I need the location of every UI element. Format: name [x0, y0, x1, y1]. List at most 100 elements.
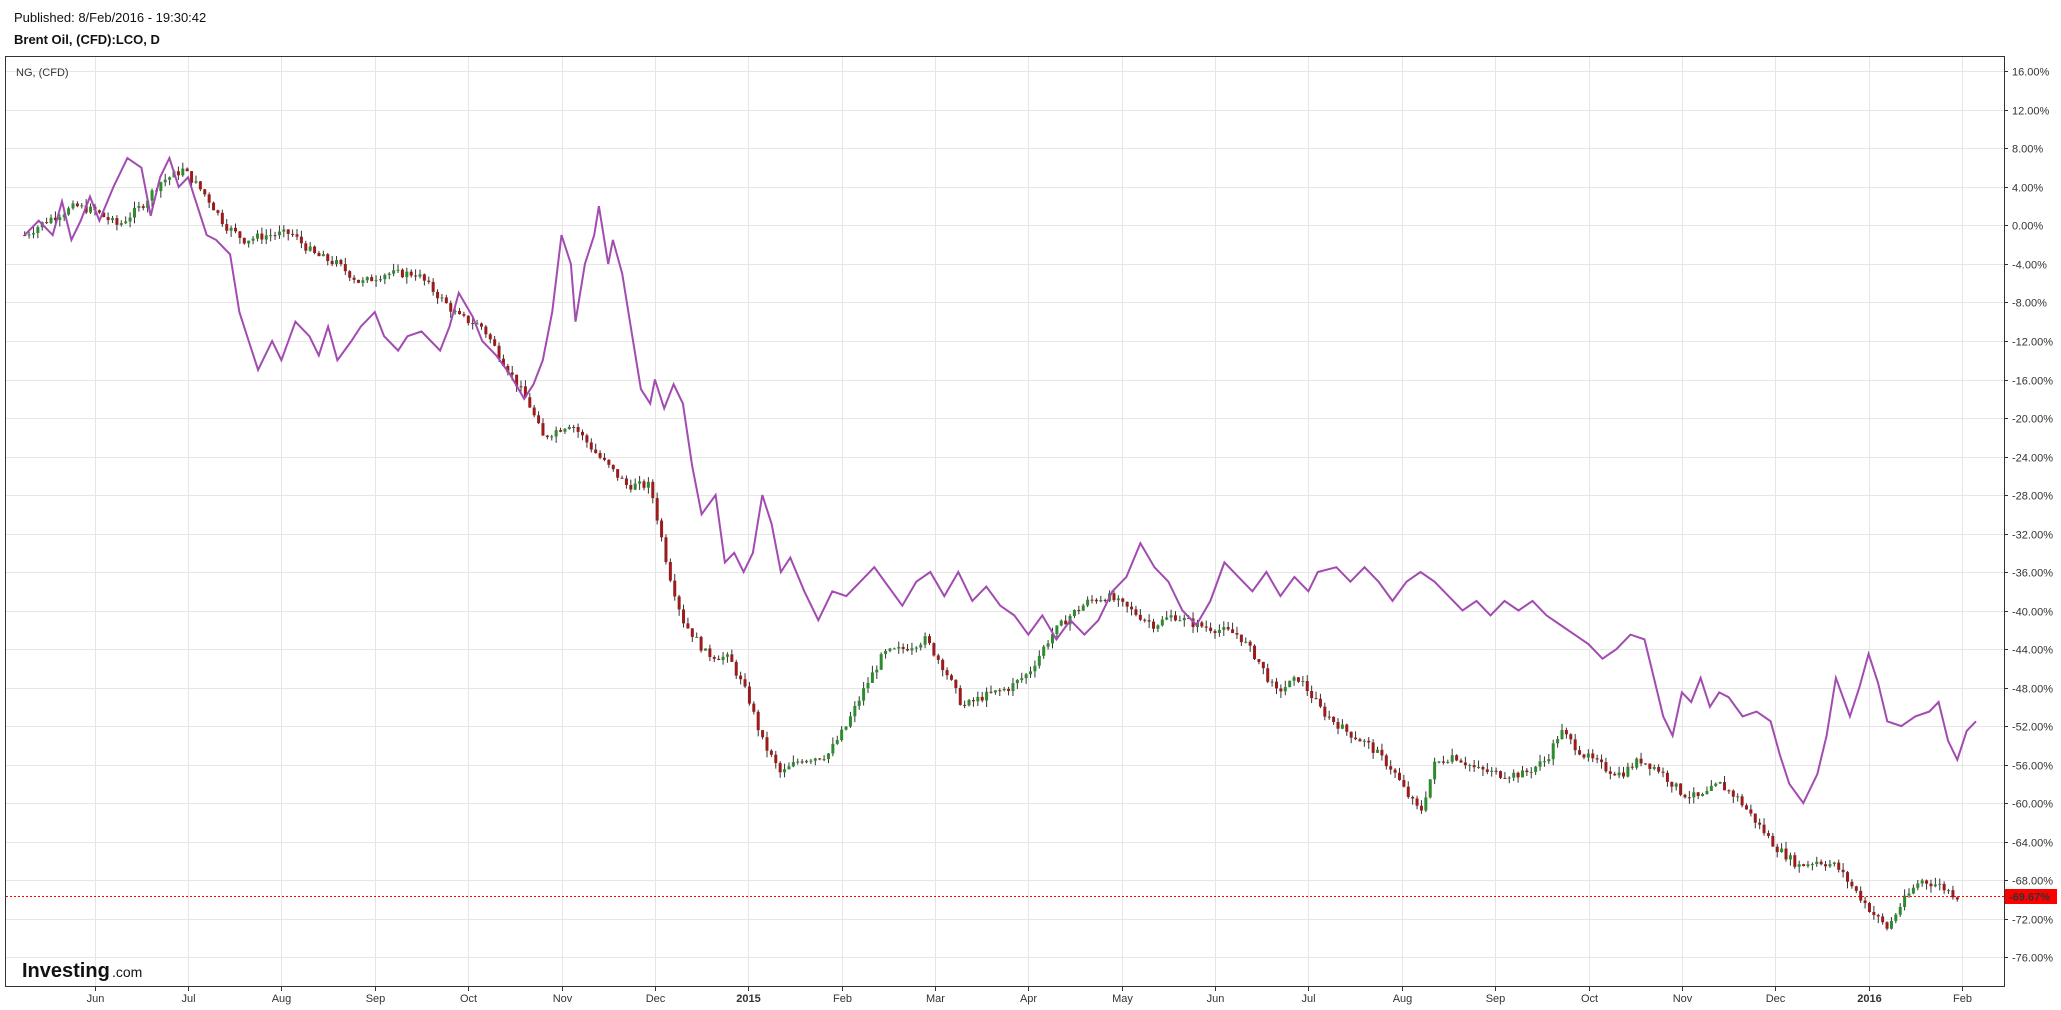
candle-body [976, 696, 980, 702]
y-tick-label: -56.00% [2012, 761, 2053, 773]
candle-body [128, 217, 132, 222]
candle-body [1872, 911, 1876, 916]
candle-body [769, 750, 773, 755]
candle-body [1490, 770, 1494, 772]
x-tick-label: Jul [1301, 993, 1315, 1005]
candle-body [1134, 609, 1138, 615]
candle-body [1582, 754, 1586, 758]
candle-body [36, 227, 40, 233]
candle-body [1556, 739, 1560, 744]
candle-body [1033, 665, 1037, 672]
y-tick-label: -52.00% [2012, 722, 2053, 734]
candle-body [260, 233, 264, 240]
candle-body [1064, 620, 1068, 625]
candle-body [783, 769, 787, 773]
candle-body [567, 426, 571, 429]
candle-body [1266, 668, 1270, 682]
candle-body [1235, 633, 1239, 635]
logo-suffix: .com [112, 964, 142, 980]
candle-body [1354, 737, 1358, 740]
candle-body [936, 655, 940, 660]
candle-body [752, 703, 756, 712]
candle-body [778, 763, 782, 773]
candle-body [444, 297, 448, 304]
candle-body [392, 270, 396, 274]
candle-body [901, 646, 905, 649]
candle-body [137, 206, 141, 208]
candle-body [317, 253, 321, 257]
candle-body [1520, 770, 1524, 778]
candle-body [743, 679, 747, 687]
candle-body [537, 415, 541, 424]
candle-body [1538, 761, 1542, 767]
candle-body [510, 372, 514, 375]
candle-body [212, 202, 216, 211]
candle-body [207, 194, 211, 203]
candle-body [1613, 773, 1617, 776]
candle-body [638, 481, 642, 484]
candle-body [1424, 797, 1428, 811]
candle-body [1828, 864, 1832, 867]
candle-body [185, 168, 189, 172]
candle-body [1657, 767, 1661, 772]
candle-body [734, 661, 738, 676]
candle-body [1138, 614, 1142, 620]
candle-body [1578, 750, 1582, 755]
candle-body [1222, 627, 1226, 630]
y-tick-label: 4.00% [2012, 183, 2043, 195]
candle-body [523, 386, 527, 398]
y-tick-label: -20.00% [2012, 414, 2053, 426]
candle-body [1358, 739, 1362, 742]
candle-body [1806, 864, 1810, 867]
candle-body [1749, 809, 1753, 814]
plot-frame [5, 56, 2005, 987]
candle-body [1173, 615, 1177, 621]
candle-body [695, 636, 699, 638]
candle-body [1437, 761, 1441, 763]
candle-body [1569, 734, 1573, 740]
x-tick-label: Nov [553, 993, 573, 1005]
candle-body [717, 658, 721, 660]
candle-body [1674, 783, 1678, 787]
candle-body [1525, 770, 1529, 773]
candle-body [264, 235, 268, 240]
candle-body [462, 314, 466, 316]
candle-body [400, 269, 404, 278]
candle-body [198, 181, 202, 190]
candle-body [1863, 900, 1867, 904]
candle-body [1542, 761, 1546, 763]
candle-body [831, 743, 835, 754]
candle-body [1318, 698, 1322, 707]
y-tick-label: 8.00% [2012, 144, 2043, 156]
candle-body [906, 648, 910, 651]
candle-body [466, 315, 470, 324]
candle-body [1187, 617, 1191, 619]
candle-body [1547, 759, 1551, 762]
candle-body [1885, 922, 1889, 929]
candle-body [1050, 634, 1054, 644]
candle-body [985, 691, 989, 701]
candle-body [1244, 641, 1248, 643]
candle-body [1178, 620, 1182, 622]
candle-body [971, 700, 975, 702]
candle-body [563, 428, 567, 432]
candle-body [238, 231, 242, 238]
candle-body [1608, 771, 1612, 774]
candle-body [1938, 883, 1942, 885]
candle-body [493, 339, 497, 346]
candle-body [1389, 766, 1393, 770]
candle-body [1709, 785, 1713, 792]
candle-body [277, 231, 281, 236]
candle-body [295, 234, 299, 237]
candle-body [559, 430, 563, 432]
candle-body [1947, 890, 1951, 892]
candle-body [1446, 761, 1450, 763]
candle-body [1477, 766, 1481, 768]
candle-body [1380, 749, 1384, 756]
candle-body [664, 537, 668, 562]
candle-body [1274, 681, 1278, 689]
candle-body [1288, 680, 1292, 688]
candle-body [1301, 681, 1305, 683]
candle-body [932, 643, 936, 656]
